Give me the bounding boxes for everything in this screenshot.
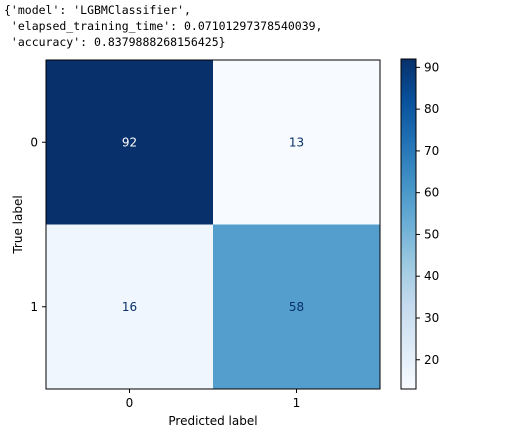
colorbar-tick-label: 60 (424, 186, 439, 200)
heatmap-cell (213, 224, 380, 389)
y-axis-label: True label (11, 195, 25, 254)
heatmap-area: 92 13 16 58 (46, 60, 380, 389)
heatmap-cell (46, 224, 213, 389)
colorbar-tick-label: 20 (424, 353, 439, 367)
heatmap-frame (45, 59, 381, 390)
output-line: 'elapsed_training_time': 0.0710129737854… (4, 19, 323, 33)
axes: 0 1 0 1 (30, 135, 300, 410)
colorbar (400, 58, 417, 390)
y-tick-label: 0 (30, 135, 38, 149)
cell-value-label: 16 (122, 300, 137, 314)
cell-value-label: 92 (122, 135, 137, 149)
colorbar-tick-label: 50 (424, 227, 439, 241)
colorbar-tick-label: 40 (424, 269, 439, 283)
y-tick-label: 1 (30, 300, 38, 314)
cell-value-label: 13 (289, 135, 304, 149)
x-axis-label: Predicted label (168, 414, 257, 428)
colorbar-tick-label: 70 (424, 144, 439, 158)
cell-value-label: 58 (289, 300, 304, 314)
x-tick-label: 0 (126, 396, 134, 410)
heatmap-cell (46, 60, 213, 225)
cell-output-text: {'model': 'LGBMClassifier', 'elapsed_tra… (4, 2, 323, 50)
output-line: {'model': 'LGBMClassifier', (4, 3, 191, 17)
colorbar-tick-label: 90 (424, 60, 439, 74)
colorbar-tick-label: 80 (424, 102, 439, 116)
heatmap-cell (213, 60, 380, 225)
x-tick-label: 1 (293, 396, 301, 410)
output-line: 'accuracy': 0.8379888268156425} (4, 35, 226, 49)
colorbar-tick-label: 30 (424, 311, 439, 325)
colorbar-ticks: 20 30 40 50 60 70 80 90 (416, 60, 439, 367)
